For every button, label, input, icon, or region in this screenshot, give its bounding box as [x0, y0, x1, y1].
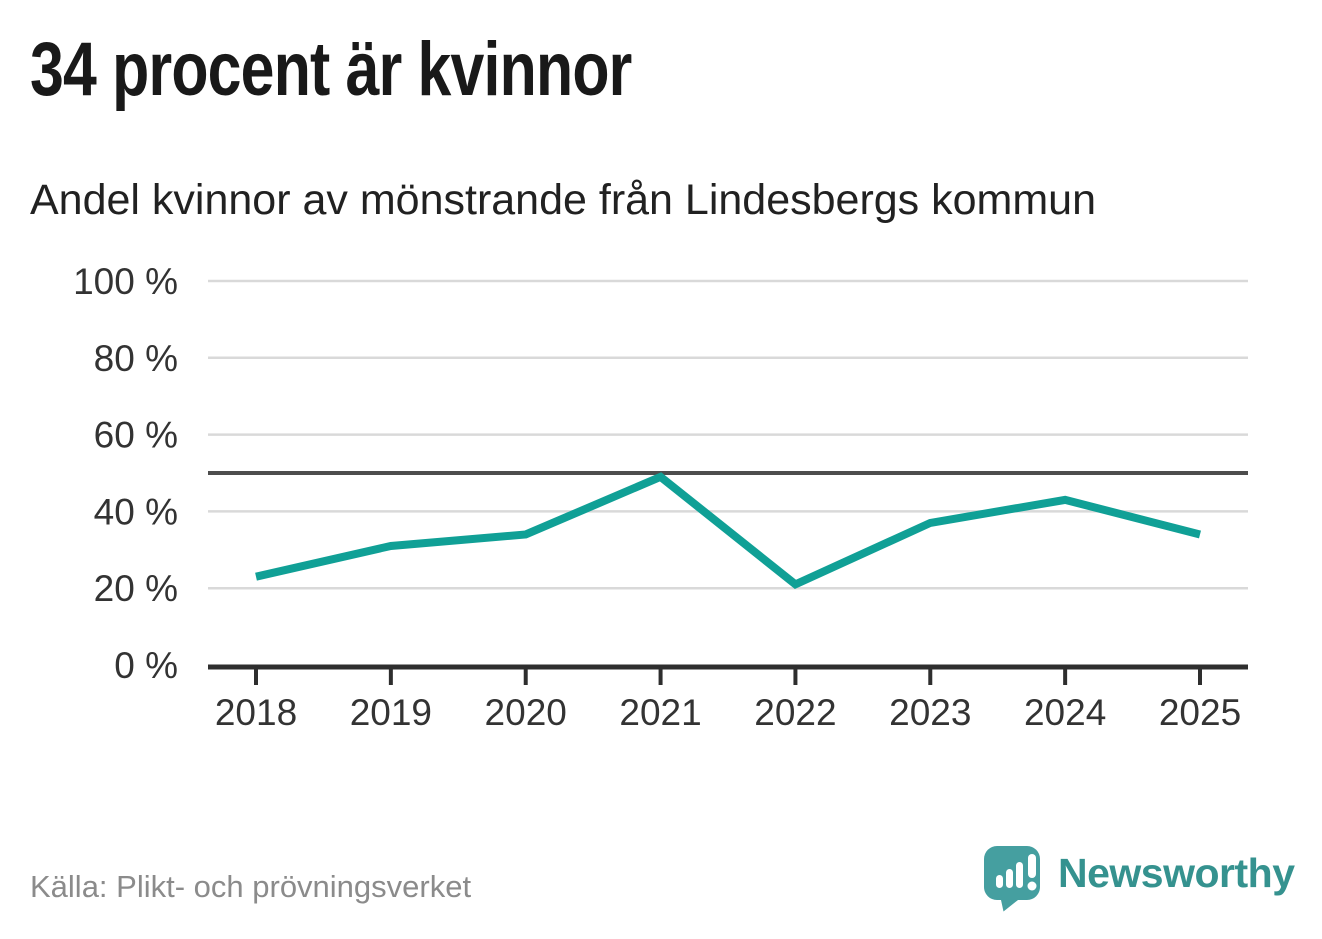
y-axis-label-60: 60 % — [94, 415, 178, 456]
logo-bar-3 — [1016, 862, 1023, 888]
newsworthy-logo-text: Newsworthy — [1058, 850, 1295, 896]
logo-exclamation-bar — [1028, 854, 1036, 878]
x-axis-label-2018: 2018 — [215, 692, 297, 733]
chart-subtitle: Andel kvinnor av mönstrande från Lindesb… — [30, 176, 1097, 224]
logo-exclamation-dot — [1027, 881, 1037, 891]
data-line-andel-kvinnor — [255, 472, 1201, 590]
x-axis-label-2023: 2023 — [889, 692, 971, 733]
y-axis-label-100: 100 % — [73, 261, 178, 302]
x-axis-label-2019: 2019 — [350, 692, 432, 733]
logo-bar-1 — [996, 875, 1003, 888]
y-axis-label-0: 0 % — [114, 645, 178, 686]
x-axis-label-2020: 2020 — [485, 692, 567, 733]
chart-title: 34 procent är kvinnor — [30, 27, 632, 112]
source-attribution: Källa: Plikt- och prövningsverket — [30, 869, 472, 904]
y-axis-label-20: 20 % — [94, 568, 178, 609]
logo-bar-2 — [1006, 869, 1013, 888]
y-axis-label-80: 80 % — [94, 338, 178, 379]
newsworthy-logo: Newsworthy — [984, 846, 1295, 913]
newsworthy-logo-icon — [984, 846, 1040, 912]
x-axis-label-2024: 2024 — [1024, 692, 1106, 733]
x-axis-label-2025: 2025 — [1159, 692, 1241, 733]
y-axis-label-40: 40 % — [94, 491, 178, 532]
x-axis-label-2021: 2021 — [619, 692, 701, 733]
x-axis-label-2022: 2022 — [754, 692, 836, 733]
